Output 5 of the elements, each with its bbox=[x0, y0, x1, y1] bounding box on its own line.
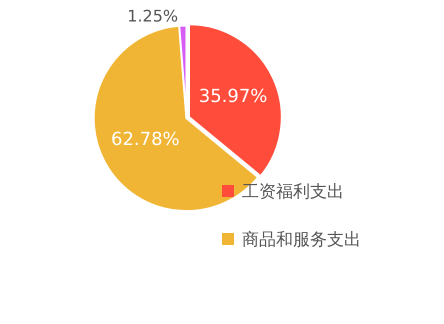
data-label: 35.97% bbox=[198, 86, 268, 107]
data-label: 1.25% bbox=[127, 6, 178, 26]
legend-label: 工资福利支出 bbox=[242, 180, 344, 202]
data-label: 62.78% bbox=[111, 129, 180, 150]
legend-label: 商品和服务支出 bbox=[242, 228, 361, 250]
